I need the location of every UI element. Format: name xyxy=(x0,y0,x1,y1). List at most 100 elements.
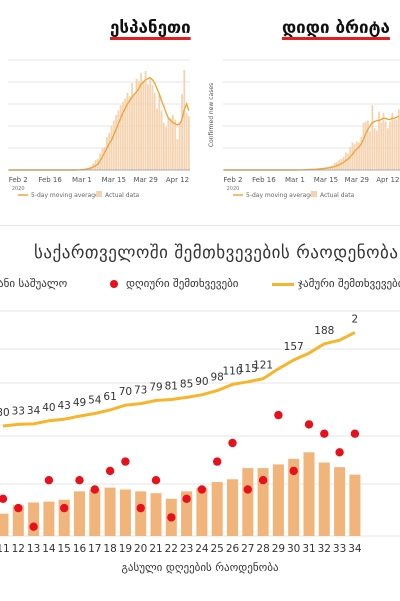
daily-dot-17 xyxy=(91,485,99,493)
x-tick-label: 30 xyxy=(287,543,300,555)
cumulative-value-label: 85 xyxy=(180,378,193,390)
bar-day-11 xyxy=(0,514,9,536)
bar-Mar 27 xyxy=(352,143,354,171)
bar-Apr 6 xyxy=(163,123,165,170)
bar-day-31 xyxy=(304,452,315,536)
x-tick-label: 23 xyxy=(180,543,193,555)
bar-Apr 6 xyxy=(374,128,376,170)
x-tick-label: Mar 15 xyxy=(314,176,338,184)
x-tick-label: 24 xyxy=(195,543,209,555)
daily-dot-29 xyxy=(274,411,282,419)
x-tick-label: 33 xyxy=(333,543,346,555)
bar-day-34 xyxy=(349,475,360,536)
cumulative-value-label: 30 xyxy=(0,407,10,419)
cumulative-value-label: 79 xyxy=(149,382,162,394)
daily-dot-26 xyxy=(228,439,236,447)
x-tick-label: 27 xyxy=(241,543,254,555)
moving-average-lines xyxy=(9,78,399,170)
bar-Apr 12 xyxy=(177,139,179,170)
spain-gridlines xyxy=(8,60,190,170)
daily-dot-25 xyxy=(213,457,221,465)
x-tick-label: 25 xyxy=(211,543,224,555)
bar-day-17 xyxy=(89,490,100,537)
bar-Apr 13 xyxy=(179,122,181,170)
bar-Apr 11 xyxy=(385,122,387,170)
bar-day-20 xyxy=(135,491,146,536)
daily-dot-27 xyxy=(244,485,252,493)
bar-Apr 15 xyxy=(183,70,185,170)
daily-dot-18 xyxy=(106,467,114,475)
daily-dot-16 xyxy=(75,476,83,484)
bar-day-26 xyxy=(227,479,238,536)
spain-bars xyxy=(74,70,190,170)
x-tick-label: 15 xyxy=(58,543,71,555)
x-tick-label: Mar 29 xyxy=(133,176,157,184)
bar-Apr 1 xyxy=(363,123,365,170)
x-tick-label: 29 xyxy=(272,543,285,555)
legend-moving-average-label: 5-day moving average xyxy=(31,192,99,199)
daily-dot-28 xyxy=(259,476,267,484)
bar-Apr 16 xyxy=(186,113,188,170)
bar-Mar 25 xyxy=(347,154,349,171)
cumulative-value-label: 2 xyxy=(352,313,359,325)
x-tick-label: Mar 15 xyxy=(102,176,126,184)
daily-dot-22 xyxy=(167,513,175,521)
bar-Apr 13 xyxy=(389,122,391,170)
daily-dot-33 xyxy=(335,448,343,456)
cumulative-value-label: 188 xyxy=(314,325,334,337)
x-tick-label: 11 xyxy=(0,543,10,555)
cumulative-value-label: 43 xyxy=(58,400,71,412)
bar-Apr 14 xyxy=(391,113,393,170)
bar-Apr 7 xyxy=(376,130,378,170)
x-tick-label: 14 xyxy=(42,543,56,555)
bar-Mar 14 xyxy=(111,126,113,170)
daily-dot-24 xyxy=(198,485,206,493)
x-tick-label: 26 xyxy=(226,543,240,555)
x-axis-title: გასული დღეების რაოდენობა xyxy=(0,561,400,574)
cumulative-value-label: 70 xyxy=(119,386,132,398)
bar-Mar 29 xyxy=(145,71,147,170)
bar-Apr 15 xyxy=(394,119,396,170)
y-axis-title: Confirmed new cases xyxy=(208,83,215,147)
bar-Apr 3 xyxy=(156,108,158,170)
cumulative-value-label: 121 xyxy=(253,360,273,372)
bar-Apr 11 xyxy=(174,119,176,170)
daily-dot-15 xyxy=(60,504,68,512)
cumulative-value-label: 81 xyxy=(165,380,178,392)
cumulative-value-label: 157 xyxy=(284,341,304,353)
daily-dot-14 xyxy=(45,476,53,484)
x-tick-label: Mar 1 xyxy=(285,176,305,184)
x-tick-label: 32 xyxy=(318,543,331,555)
x-tick-year: 2020 xyxy=(227,186,240,192)
cumulative-value-label: 33 xyxy=(12,405,25,417)
bar-Mar 26 xyxy=(349,147,351,170)
bar-day-32 xyxy=(319,463,330,536)
daily-dot-19 xyxy=(121,457,129,465)
bar-Apr 2 xyxy=(365,122,367,170)
bar-Apr 4 xyxy=(369,132,371,171)
legend-bar-swatch xyxy=(96,191,102,197)
x-tick-label: 21 xyxy=(149,543,162,555)
cumulative-value-label: 90 xyxy=(195,376,208,388)
cumulative-value-label: 61 xyxy=(103,391,116,403)
bar-day-19 xyxy=(120,490,131,537)
bar-day-14 xyxy=(43,502,54,536)
daily-dot-31 xyxy=(305,420,313,428)
bar-Apr 9 xyxy=(380,123,382,170)
cumulative-value-label: 54 xyxy=(88,395,102,407)
daily-dot-11 xyxy=(0,495,7,503)
legend-bar-swatch xyxy=(311,191,317,197)
bar-Apr 1 xyxy=(152,85,154,170)
daily-dot-32 xyxy=(320,430,328,438)
bar-Mar 18 xyxy=(120,105,122,170)
bar-day-25 xyxy=(212,482,223,536)
bar-Apr 7 xyxy=(165,127,167,170)
x-tick-label: Feb 2 xyxy=(223,176,242,184)
bar-Mar 22 xyxy=(129,96,131,170)
x-tick-label: 12 xyxy=(12,543,25,555)
bar-Mar 17 xyxy=(117,111,119,170)
cumulative-value-label: 73 xyxy=(134,385,147,397)
bar-Apr 2 xyxy=(154,93,156,170)
bar-Mar 26 xyxy=(138,81,140,170)
